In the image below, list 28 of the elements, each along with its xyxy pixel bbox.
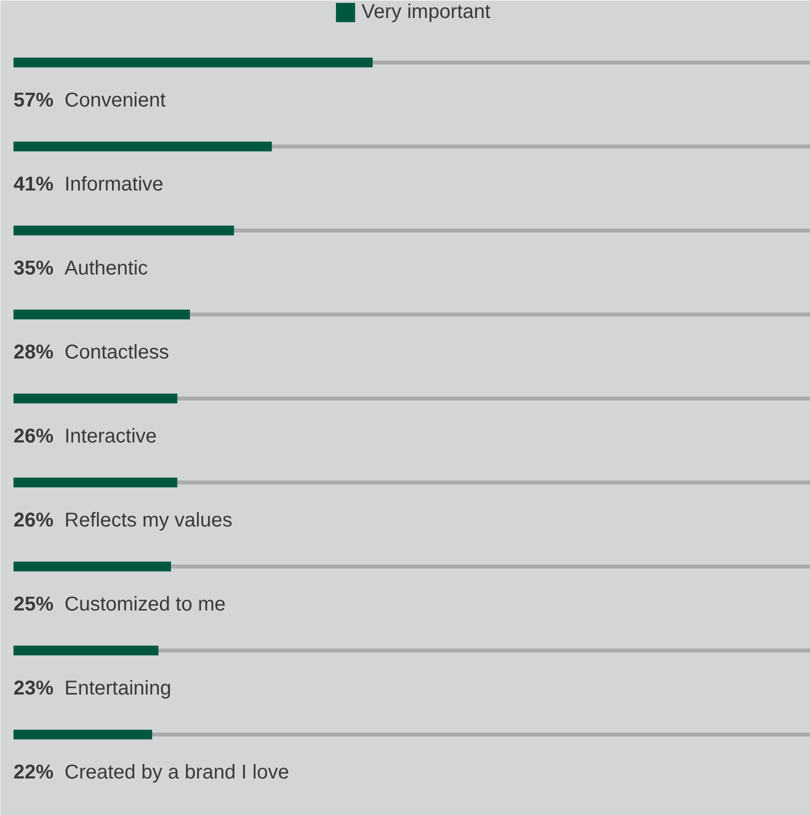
bar bbox=[14, 394, 178, 404]
y-tick-label: Authentic bbox=[64, 257, 148, 280]
legend-label: Very important bbox=[362, 0, 490, 24]
bar bbox=[14, 58, 373, 68]
bar bbox=[14, 226, 234, 236]
y-tick-label: Created by a brand I love bbox=[64, 761, 290, 784]
y-tick-label: Convenient bbox=[64, 89, 166, 112]
bar bbox=[14, 646, 158, 656]
data-label: 26% bbox=[14, 425, 54, 448]
y-tick-label: Contactless bbox=[64, 341, 169, 364]
bar bbox=[14, 730, 152, 740]
y-tick-label: Entertaining bbox=[64, 677, 172, 700]
bar bbox=[14, 310, 190, 320]
data-label: 26% bbox=[14, 509, 54, 532]
data-label: 41% bbox=[14, 173, 54, 196]
bar bbox=[14, 142, 272, 152]
data-label: 25% bbox=[14, 593, 54, 616]
bar bbox=[14, 478, 178, 488]
y-tick-label: Customized to me bbox=[64, 593, 226, 616]
data-label: 22% bbox=[14, 761, 54, 784]
y-tick-label: Interactive bbox=[64, 425, 157, 448]
data-label: 57% bbox=[14, 89, 54, 112]
data-label: 28% bbox=[14, 341, 54, 364]
data-label: 23% bbox=[14, 677, 54, 700]
y-tick-label: Reflects my values bbox=[64, 509, 232, 532]
data-label: 35% bbox=[14, 257, 54, 280]
y-tick-label: Informative bbox=[64, 173, 164, 196]
bar bbox=[14, 562, 172, 572]
